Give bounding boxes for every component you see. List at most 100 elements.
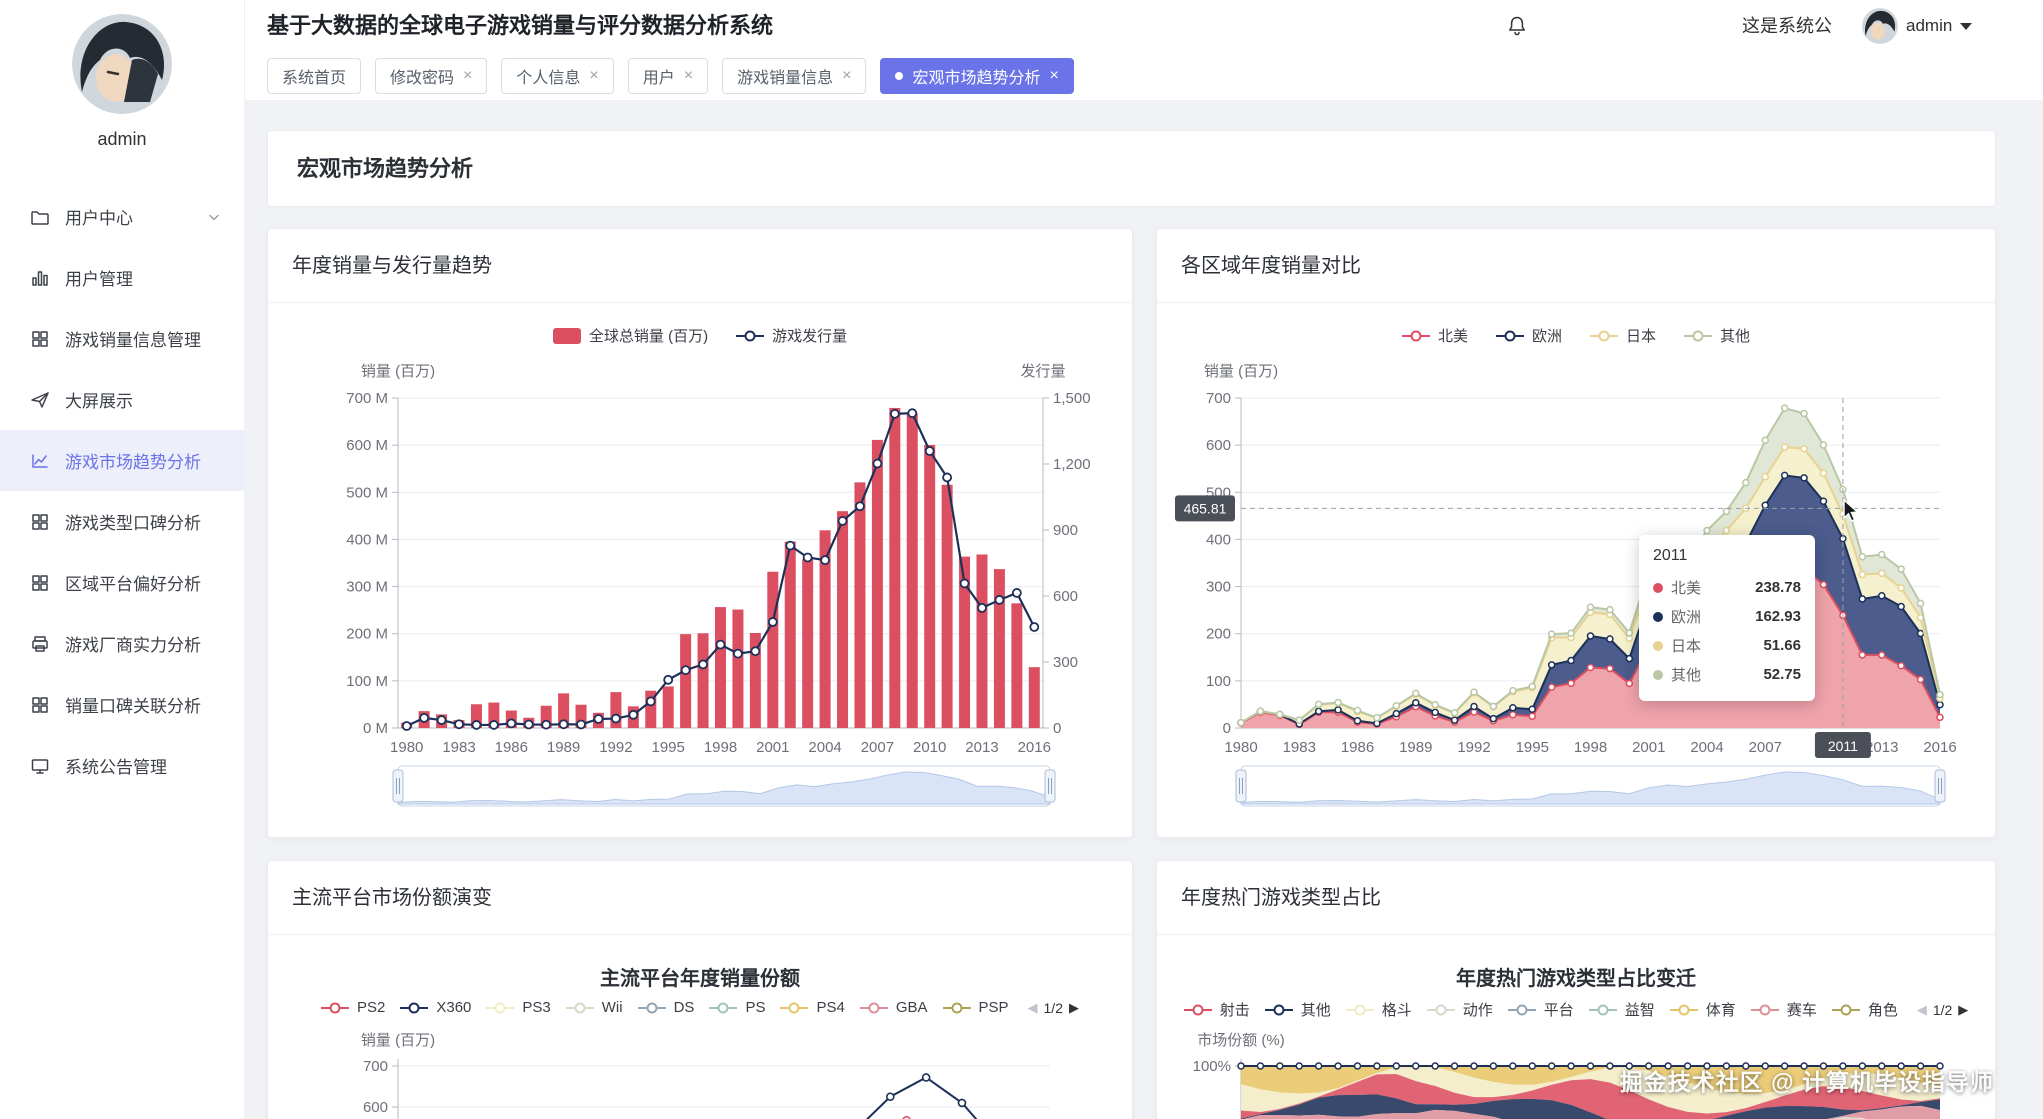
legend-item-PS4[interactable]: PS4 <box>780 999 845 1016</box>
svg-text:400 M: 400 M <box>346 531 388 548</box>
legend-next-icon[interactable]: ▶ <box>1958 1001 1969 1017</box>
platform-line-chart-canvas[interactable]: 销量 (百万) 700 600 <box>268 861 1132 1119</box>
svg-text:1989: 1989 <box>547 739 580 756</box>
sidebar-item-announcement-management[interactable]: 系统公告管理 <box>0 735 244 796</box>
svg-text:2010: 2010 <box>913 739 946 756</box>
svg-text:300: 300 <box>1206 579 1231 596</box>
svg-text:1995: 1995 <box>652 739 685 756</box>
close-icon[interactable]: × <box>842 67 852 84</box>
tab-profile[interactable]: 个人信息 × <box>501 58 614 94</box>
svg-text:700 M: 700 M <box>346 390 388 407</box>
chart-legend: 射击 其他 格斗 动作 平台 益智 体育 赛车 角色 ◀ 1/2 ▶ <box>1157 999 1995 1020</box>
legend-item-日本[interactable]: 日本 <box>1590 325 1656 346</box>
legend-item-北美[interactable]: 北美 <box>1401 325 1468 346</box>
svg-text:1986: 1986 <box>1341 739 1374 756</box>
sidebar-menu: 用户中心 用户管理 游戏销量信息管理 大屏展示 <box>0 186 244 796</box>
card-genre-share: 年度热门游戏类型占比 年度热门游戏类型占比变迁 射击 其他 格斗 动作 平台 益智 体育 赛车… <box>1156 860 1996 1119</box>
legend-item-欧洲[interactable]: 欧洲 <box>1495 325 1562 346</box>
sidebar-item-genre-reputation-analysis[interactable]: 游戏类型口碑分析 <box>0 491 244 552</box>
user-dropdown[interactable]: admin <box>1906 0 1973 52</box>
svg-text:1,200: 1,200 <box>1053 456 1091 473</box>
legend-item-格斗[interactable]: 格斗 <box>1345 999 1412 1020</box>
card-title: 年度热门游戏类型占比 <box>1157 861 1995 935</box>
svg-text:2011: 2011 <box>1828 738 1858 754</box>
sidebar-item-user-management[interactable]: 用户管理 <box>0 247 244 308</box>
svg-text:1983: 1983 <box>442 739 475 756</box>
legend-next-icon[interactable]: ▶ <box>1068 999 1079 1015</box>
bar-line-chart-canvas[interactable]: 0 M 100 M 200 M 300 M 400 M 500 M 600 M 700 M 0 3… <box>268 229 1132 837</box>
legend-item-PS2[interactable]: PS2 <box>321 999 385 1016</box>
svg-text:700: 700 <box>1206 390 1231 407</box>
sidebar-item-publisher-strength-analysis[interactable]: 游戏厂商实力分析 <box>0 613 244 674</box>
close-icon[interactable]: × <box>1049 67 1059 84</box>
svg-text:600: 600 <box>1206 437 1231 454</box>
legend-item-PSP[interactable]: PSP <box>942 999 1009 1016</box>
svg-text:1989: 1989 <box>1399 739 1432 756</box>
sidebar-item-sales-reputation-correlation[interactable]: 销量口碑关联分析 <box>0 674 244 735</box>
legend-item-赛车[interactable]: 赛车 <box>1750 999 1817 1020</box>
tab-change-password[interactable]: 修改密码 × <box>375 58 488 94</box>
legend-item-体育[interactable]: 体育 <box>1669 999 1736 1020</box>
legend-item-角色[interactable]: 角色 <box>1831 999 1898 1020</box>
chart-legend: 全球总销量 (百万) 游戏发行量 <box>268 325 1132 346</box>
card-title: 主流平台市场份额演变 <box>268 861 1132 935</box>
svg-text:2007: 2007 <box>861 739 894 756</box>
sidebar-item-big-screen[interactable]: 大屏展示 <box>0 369 244 430</box>
svg-text:2013: 2013 <box>1865 739 1898 756</box>
svg-text:900: 900 <box>1053 522 1078 539</box>
tab-home[interactable]: 系统首页 <box>267 58 362 94</box>
tab-user[interactable]: 用户 × <box>627 58 709 94</box>
tooltip-row: 其他 52.75 <box>1653 660 1801 689</box>
watermark: 掘金技术社区 @ 计算机毕设指导师 <box>1619 1069 1994 1095</box>
tab-macro-market-trend[interactable]: 宏观市场趋势分析 × <box>880 58 1074 94</box>
inner-chart-title: 年度热门游戏类型占比变迁 <box>1456 968 1696 990</box>
svg-text:100: 100 <box>1206 673 1231 690</box>
legend-item-Wii[interactable]: Wii <box>565 999 623 1016</box>
legend-item-PS[interactable]: PS <box>709 999 765 1016</box>
tab-game-sales-info[interactable]: 游戏销量信息 × <box>722 58 867 94</box>
card-region-sales-comparison: 各区域年度销量对比 北美 欧洲 日本 其他 0 100 200 300 400 500 600 70… <box>1156 228 1996 838</box>
legend-item-X360[interactable]: X360 <box>400 999 471 1016</box>
sidebar-item-market-trend-analysis[interactable]: 游戏市场趋势分析 <box>0 430 244 491</box>
notification-bell-icon[interactable] <box>1506 15 1528 37</box>
legend-item-射击[interactable]: 射击 <box>1183 999 1250 1020</box>
page-title-card: 宏观市场趋势分析 <box>267 130 1996 207</box>
sidebar-item-user-center[interactable]: 用户中心 <box>0 186 244 247</box>
legend-item-动作[interactable]: 动作 <box>1426 999 1493 1020</box>
legend-item-GBA[interactable]: GBA <box>859 999 928 1016</box>
genre-area-chart-canvas[interactable]: 市场份额 (%) 100% <box>1157 861 1995 1119</box>
legend-prev-icon[interactable]: ◀ <box>1027 999 1038 1015</box>
svg-text:465.81: 465.81 <box>1184 500 1227 516</box>
legend-item-其他[interactable]: 其他 <box>1684 325 1750 346</box>
legend-prev-icon[interactable]: ◀ <box>1916 1001 1927 1017</box>
sidebar-item-label: 系统公告管理 <box>65 758 167 777</box>
sidebar-username: admin <box>97 129 147 149</box>
chart-legend: 北美 欧洲 日本 其他 <box>1157 325 1995 346</box>
close-icon[interactable]: × <box>683 67 694 84</box>
chevron-down-icon <box>206 209 222 225</box>
sidebar-item-region-platform-preference[interactable]: 区域平台偏好分析 <box>0 552 244 613</box>
svg-text:1980: 1980 <box>390 739 423 756</box>
legend-item-DS[interactable]: DS <box>637 999 694 1016</box>
printer-icon <box>30 634 50 654</box>
legend-item-平台[interactable]: 平台 <box>1507 999 1574 1020</box>
close-icon[interactable]: × <box>589 67 599 84</box>
grid-icon <box>30 695 50 715</box>
legend-item-益智[interactable]: 益智 <box>1588 999 1655 1020</box>
tooltip-title: 2011 <box>1653 547 1688 564</box>
legend-item-其他[interactable]: 其他 <box>1264 999 1331 1020</box>
svg-text:100 M: 100 M <box>346 673 388 690</box>
legend-pager: ◀ 1/2 ▶ <box>1028 1000 1079 1016</box>
svg-text:600: 600 <box>363 1099 388 1116</box>
header-avatar[interactable] <box>1862 8 1898 44</box>
sidebar-item-game-sales-management[interactable]: 游戏销量信息管理 <box>0 308 244 369</box>
legend-item-全球总销量 (百万)[interactable]: 全球总销量 (百万) <box>552 325 708 346</box>
svg-text:1983: 1983 <box>1283 739 1316 756</box>
close-icon[interactable]: × <box>463 67 473 84</box>
legend-item-游戏发行量[interactable]: 游戏发行量 <box>736 325 847 346</box>
page-title: 宏观市场趋势分析 <box>297 156 474 181</box>
legend-item-PS3[interactable]: PS3 <box>486 999 551 1016</box>
chart-legend: PS2 X360 PS3 Wii DS PS PS4 GBA PSP ◀ 1/2 ▶ <box>268 999 1132 1016</box>
announcement-marquee: 这是系统公 <box>1742 16 1832 36</box>
